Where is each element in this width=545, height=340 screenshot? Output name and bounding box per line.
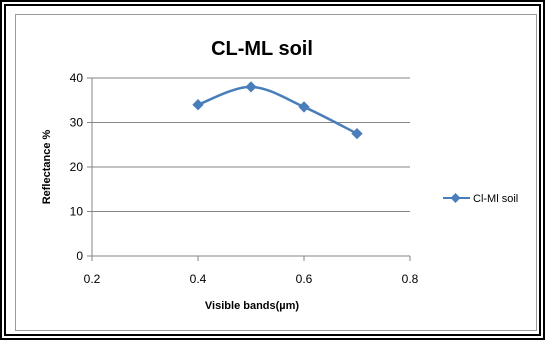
y-axis-title: Reflectance % [41, 129, 53, 204]
chart-area [15, 14, 537, 331]
x-tick-label: 0.4 [190, 272, 207, 286]
x-tick-label: 0.6 [296, 272, 313, 286]
chart-title: CL-ML soil [211, 38, 313, 60]
series-line [197, 85, 358, 135]
y-tick-label: 40 [70, 71, 84, 85]
data-point [192, 99, 204, 111]
y-tick-label: 30 [70, 116, 84, 130]
y-tick-labels: 0 10 20 30 40 [70, 71, 84, 263]
data-point [351, 127, 363, 140]
legend-label: Cl-Ml soil [473, 193, 518, 205]
x-axis-title: Visible bands(µm) [205, 300, 299, 312]
y-tick-label: 10 [70, 205, 84, 219]
x-tick-label: 0.8 [402, 272, 419, 286]
y-tick-label: 20 [70, 160, 84, 174]
legend-marker [450, 193, 461, 203]
x-tick-label: 0.2 [84, 272, 101, 286]
gridlines [87, 77, 411, 261]
series-group [192, 81, 363, 140]
legend: Cl-Ml soil [443, 193, 518, 205]
data-point [245, 81, 257, 93]
x-tick-labels: 0.2 0.4 0.6 0.8 [84, 272, 419, 286]
data-point [298, 101, 310, 113]
y-tick-label: 0 [76, 249, 83, 263]
